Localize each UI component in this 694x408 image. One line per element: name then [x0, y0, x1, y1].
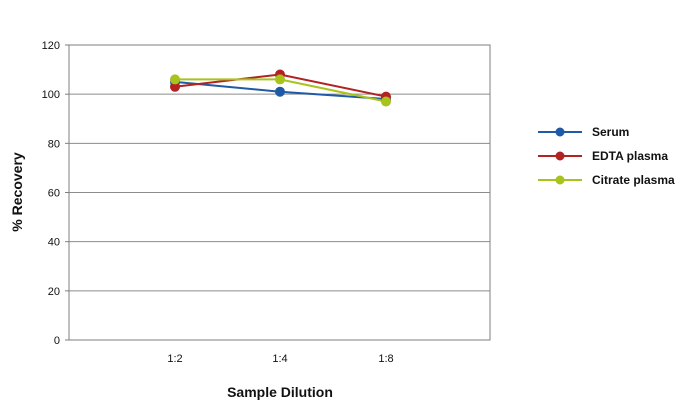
legend-label: Serum	[592, 125, 629, 139]
series-group	[170, 69, 391, 107]
data-point	[170, 74, 180, 85]
y-axis-title: % Recovery	[9, 152, 25, 232]
x-axis-ticks: 1:2 1:4 1:8	[167, 353, 393, 365]
y-tick-label: 100	[42, 89, 60, 101]
x-tick-label: 1:2	[167, 353, 182, 365]
legend-label: Citrate plasma	[592, 173, 675, 187]
x-tick-label: 1:4	[272, 353, 287, 365]
y-tick-label: 40	[48, 237, 60, 249]
y-axis-ticks: 0 20 40 60 80 100 120	[42, 40, 69, 347]
y-tick-label: 0	[54, 335, 60, 347]
y-tick-label: 120	[42, 40, 60, 52]
y-tick-label: 60	[48, 188, 60, 200]
data-point	[275, 74, 285, 85]
legend-marker	[555, 127, 565, 137]
x-axis-title: Sample Dilution	[227, 384, 333, 400]
legend-label: EDTA plasma	[592, 149, 668, 163]
legend-marker	[555, 175, 565, 185]
x-tick-label: 1:8	[378, 353, 393, 365]
legend-marker	[555, 151, 565, 161]
y-tick-label: 20	[48, 286, 60, 298]
legend: Serum EDTA plasma Citrate plasma	[538, 125, 675, 187]
data-point	[381, 96, 391, 107]
data-point	[275, 86, 285, 97]
y-tick-label: 80	[48, 138, 60, 150]
